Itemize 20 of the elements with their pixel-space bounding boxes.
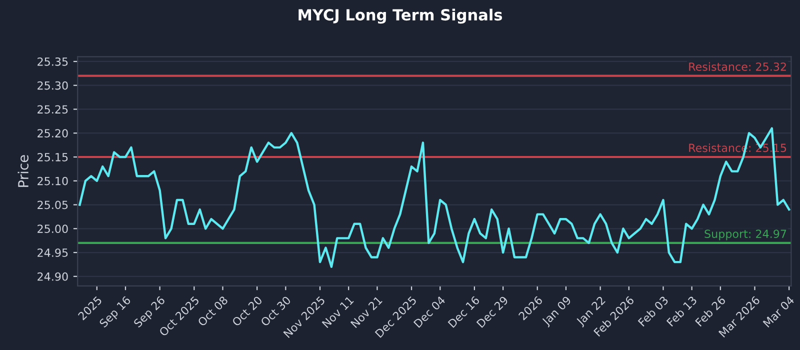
ref-line-label: Resistance: 25.32 [689, 62, 786, 71]
x-tick-label: Oct 08 [197, 296, 228, 327]
y-tick-label: 25.00 [38, 224, 68, 234]
chart-title: MYCJ Long Term Signals [298, 8, 502, 24]
y-tick-label: 25.05 [38, 200, 68, 210]
y-tick-label: 25.35 [38, 57, 68, 66]
y-axis-title: Price [18, 155, 29, 187]
y-tick-label: 25.30 [38, 81, 68, 90]
y-tick-label: 25.10 [38, 176, 68, 186]
x-tick-label: Mar 04 [762, 296, 795, 328]
line-series [78, 127, 790, 268]
y-tick-label: 24.90 [38, 272, 68, 281]
y-tick-label: 25.25 [38, 105, 68, 114]
y-tick-label: 24.95 [38, 248, 68, 257]
x-tick-label: Oct 20 [232, 296, 263, 327]
y-tick-label: 25.15 [38, 152, 68, 162]
x-tick-label: Oct 30 [260, 296, 292, 327]
ref-line-label: Support: 24.97 [704, 230, 786, 240]
x-tick-label: Jan 09 [541, 296, 573, 328]
y-tick-label: 25.20 [38, 129, 68, 138]
